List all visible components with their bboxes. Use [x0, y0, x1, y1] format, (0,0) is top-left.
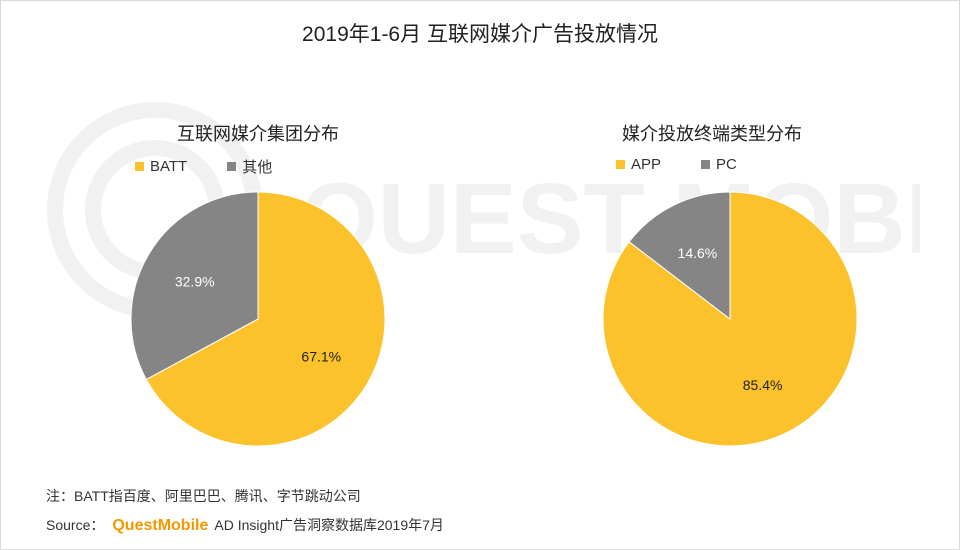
source-brand: QuestMobile	[112, 517, 209, 534]
legend-label-other: 其他	[242, 159, 273, 176]
slice-label-0-1: 32.9%	[175, 273, 215, 289]
slice-label-1-0: 85.4%	[743, 377, 783, 393]
legend-label-app: APP	[631, 156, 662, 173]
legend-item-pc: PC	[701, 156, 737, 173]
pie-slice-0-1	[130, 191, 259, 381]
chart-title-left: 互联网媒介集团分布	[177, 124, 339, 144]
page-title: 2019年1-6月 互联网媒介广告投放情况	[302, 23, 658, 46]
legend-item-app: APP	[616, 156, 661, 173]
legend-item-batt: BATT	[135, 156, 187, 177]
legend-swatch-pc	[701, 160, 711, 169]
chart-title-right: 媒介投放终端类型分布	[622, 124, 802, 144]
legend-left: BATT 其他	[135, 156, 272, 177]
legend-right: APP PC	[616, 156, 737, 173]
footnote: 注：BATT指百度、阿里巴巴、腾讯、字节跳动公司	[46, 488, 361, 504]
legend-item-other: 其他	[227, 156, 272, 177]
pie-chart-right: 85.4% 14.6%	[602, 191, 858, 447]
pie-slice-0-0	[145, 191, 386, 447]
legend-swatch-other	[227, 162, 237, 171]
legend-label-pc: PC	[716, 156, 737, 173]
source-prefix: Source：	[46, 517, 105, 533]
source-line: Source： QuestMobile AD Insight广告洞察数据库2019年…	[46, 515, 444, 535]
slice-label-0-0: 67.1%	[301, 349, 341, 365]
slice-label-1-1: 14.6%	[678, 245, 718, 261]
legend-swatch-app	[616, 160, 625, 169]
source-suffix: AD Insight广告洞察数据库2019年7月	[214, 517, 444, 533]
legend-label-batt: BATT	[150, 158, 188, 175]
legend-swatch-batt	[135, 162, 144, 171]
pie-slice-1-1	[628, 191, 731, 321]
pie-chart-left: 67.1% 32.9%	[130, 191, 386, 447]
